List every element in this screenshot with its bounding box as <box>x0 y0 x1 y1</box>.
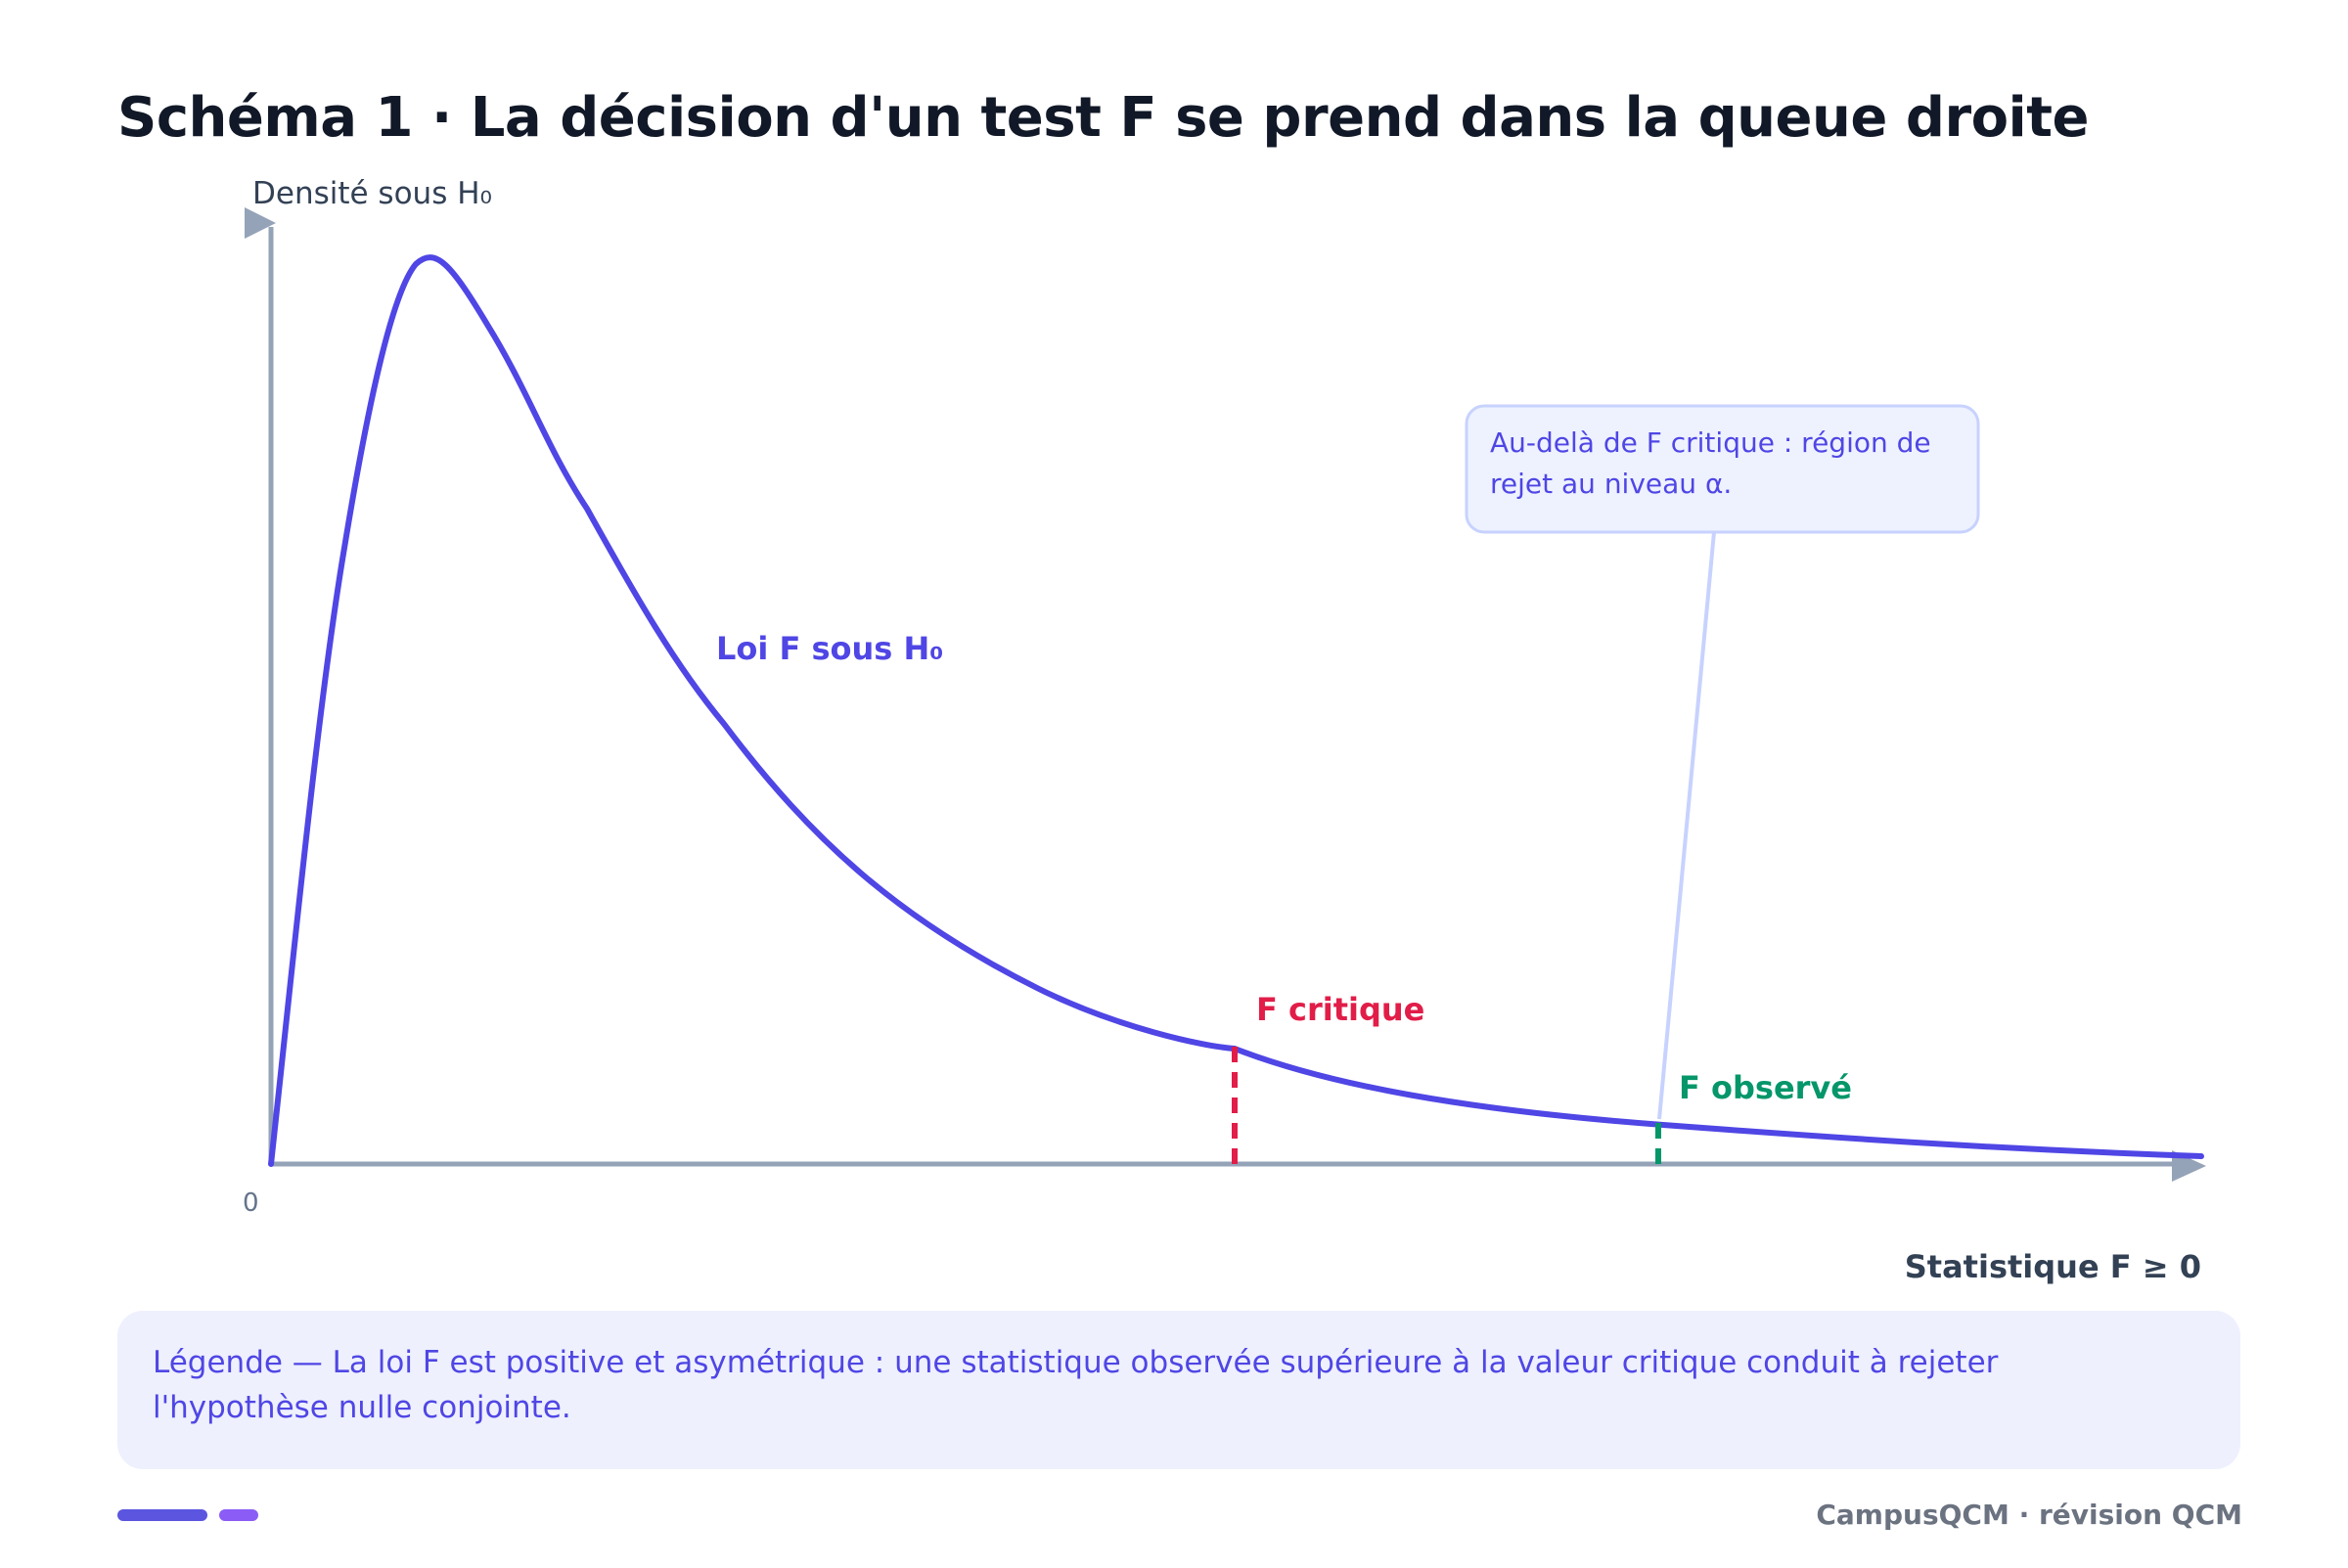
callout-box <box>1465 404 1980 534</box>
legend-text: Légende — La loi F est positive et asymé… <box>153 1345 1999 1425</box>
callout-text-line1: Au-delà de F critique : région de <box>1490 426 1931 459</box>
page-title: Schéma 1 · La décision d'un test F se pr… <box>117 86 2089 150</box>
callout-text-line2: rejet au niveau α. <box>1490 468 1732 500</box>
footer-brand: CampusQCM · révision QCM <box>1816 1499 2242 1531</box>
y-axis-arrow <box>245 207 276 239</box>
observed-value-label: F observé <box>1679 1069 1852 1106</box>
origin-label: 0 <box>243 1188 259 1218</box>
footer-accent-bar-primary <box>117 1509 207 1521</box>
footer-accent-bar-secondary <box>219 1509 258 1521</box>
f-density-curve <box>268 254 2204 1167</box>
callout-leader-line <box>1657 531 1716 1120</box>
legend-box: Légende — La loi F est positive et asymé… <box>117 1311 2240 1469</box>
curve-label: Loi F sous H₀ <box>716 630 943 667</box>
x-axis-label: Statistique F ≥ 0 <box>1905 1248 2201 1285</box>
y-axis-label: Densité sous H₀ <box>252 176 492 211</box>
critical-value-label: F critique <box>1256 991 1424 1028</box>
